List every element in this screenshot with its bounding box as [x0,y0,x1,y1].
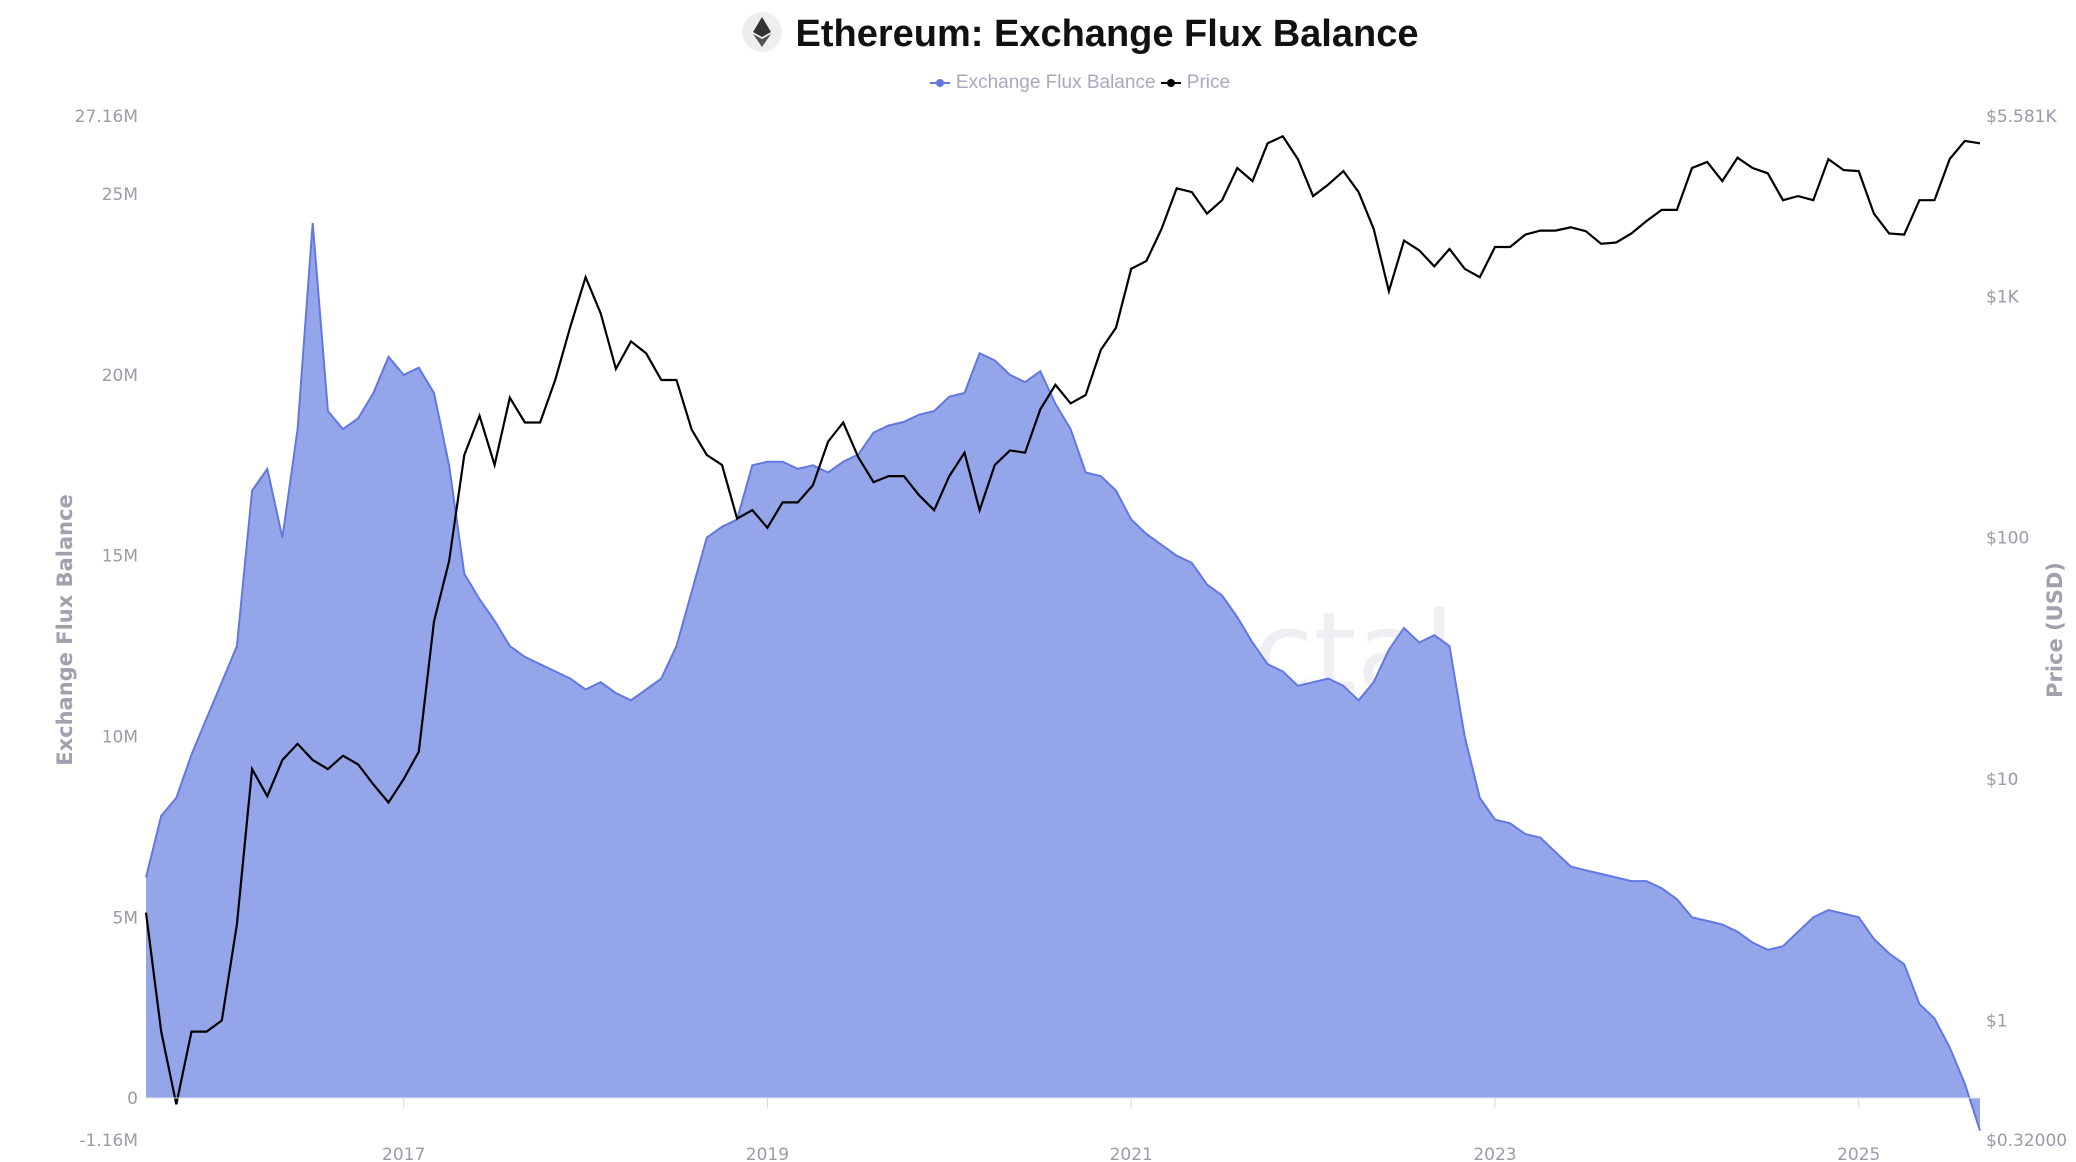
left-axis-title: Exchange Flux Balance [53,494,77,766]
left-axis: 27.16M 25M 20M 15M 10M 5M 0 -1.16M [75,107,138,1151]
chart-title: Ethereum: Exchange Flux Balance [0,12,2076,56]
x-tick-label: 2023 [1473,1145,1516,1162]
legend-flux-marker-icon [929,78,950,87]
right-axis: $5.581K $1K $100 $10 $1 $0.32000 [1986,107,2067,1151]
legend-item-flux[interactable]: Exchange Flux Balance [929,72,1156,93]
x-axis: 2017 2019 2021 2023 2025 [382,1098,1880,1162]
left-tick-label: 20M [102,366,138,386]
x-tick-label: 2025 [1837,1145,1880,1162]
ethereum-logo-icon [741,12,782,52]
x-tick-label: 2021 [1110,1145,1153,1162]
right-tick-label: $0.32000 [1986,1131,2067,1151]
x-tick-label: 2017 [382,1145,425,1162]
legend: Exchange Flux Balance Price [0,72,2076,94]
left-tick-label: 10M [102,727,138,747]
price-line [144,134,1981,1105]
left-tick-label: 25M [102,185,138,205]
left-tick-label: 15M [102,547,138,567]
legend-price-marker-icon [1160,78,1181,87]
chart-title-text: Ethereum: Exchange Flux Balance [795,13,1419,55]
left-tick-label: 27.16M [75,107,138,127]
flux-balance-area [146,223,1980,1131]
left-tick-label: 0 [127,1089,138,1109]
left-tick-label: -1.16M [79,1131,138,1151]
right-tick-label: $10 [1986,770,2018,790]
legend-item-price[interactable]: Price [1160,72,1230,93]
right-tick-label: $1K [1986,287,2020,307]
right-tick-label: $1 [1986,1012,2008,1032]
right-tick-label: $5.581K [1986,107,2057,127]
flux-balance-line [145,222,1981,1131]
right-tick-label: $100 [1986,529,2029,549]
left-tick-label: 5M [113,908,138,928]
x-tick-label: 2019 [746,1145,789,1162]
right-axis-title: Price (USD) [2043,562,2067,698]
